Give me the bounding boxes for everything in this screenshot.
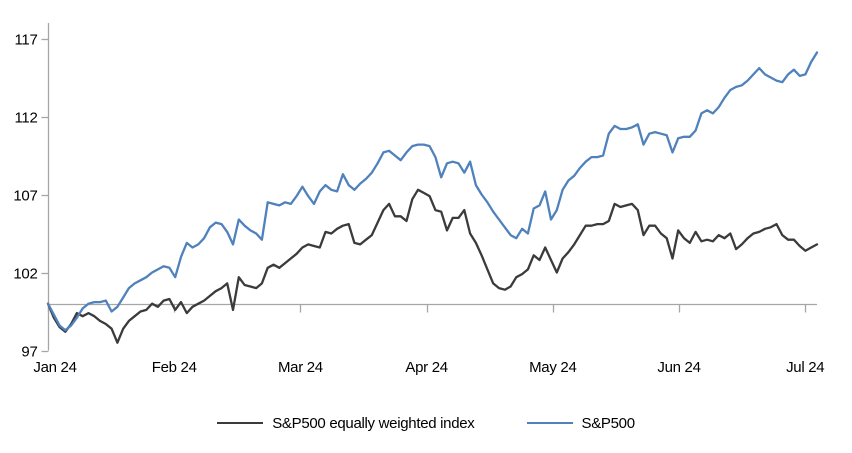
equal-weight-line-swatch [217,422,264,424]
legend-item-equal-weight: S&P500 equally weighted index [217,414,475,432]
x-labels-group: Jan 24 Feb 24 Mar 24 Apr 24 May 24 Jun 24 Jul … [33,359,824,376]
y-labels-group: 97 102 107 112 117 [13,32,37,361]
x-tick-label: Mar 24 [278,359,323,376]
y-axis-group [41,23,50,353]
y-tick-label: 102 [13,266,37,283]
x-tick-label: Jun 24 [657,359,700,376]
chart-legend: S&P500 equally weighted index S&P500 [0,409,852,437]
series-line-sp500 [46,51,819,332]
series-line-equal-weight [46,188,819,344]
series-group [46,51,819,344]
x-tick-label: Jul 24 [786,359,824,376]
legend-label-equal-weight: S&P500 equally weighted index [272,414,475,432]
y-tick-label: 112 [14,110,37,127]
baseline-group [47,303,817,313]
sp500-line-swatch [526,422,573,424]
x-tick-label: May 24 [529,359,576,376]
legend-label-sp500: S&P500 [581,414,636,432]
x-tick-label: Feb 24 [152,359,197,376]
x-tick-label: Apr 24 [405,359,447,376]
y-tick-label: 97 [21,344,37,361]
y-tick-label: 117 [14,32,37,49]
y-tick-label: 107 [13,188,37,205]
x-tick-label: Jan 24 [33,359,76,376]
legend-item-sp500: S&P500 [526,414,636,432]
